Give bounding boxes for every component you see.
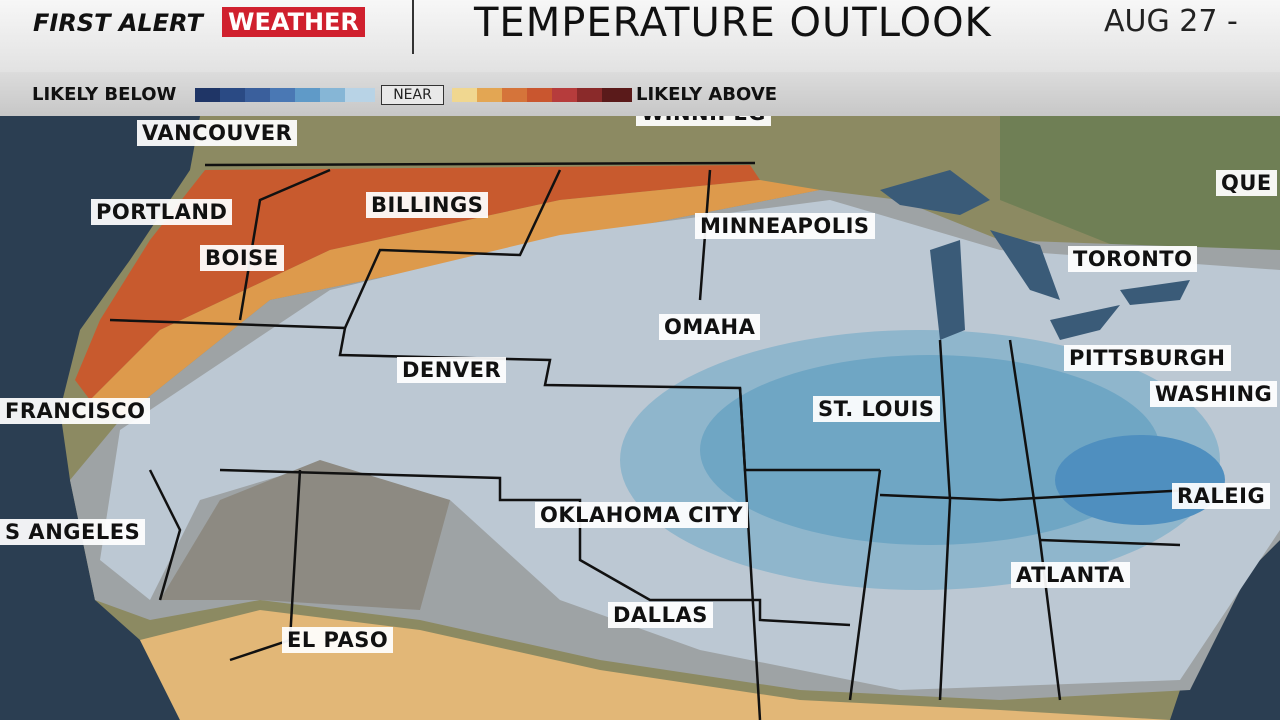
city-label: WASHING [1150, 381, 1278, 407]
swatch [195, 88, 220, 102]
city-label: MINNEAPOLIS [695, 213, 875, 239]
city-label: S ANGELES [0, 519, 146, 545]
date: AUG 27 - [1104, 4, 1238, 39]
city-label: RALEIG [1172, 483, 1271, 509]
band-orange [75, 165, 760, 400]
band-south-tan [140, 610, 1170, 720]
city-label: VANCOUVER [137, 120, 298, 146]
city-label: PORTLAND [91, 199, 233, 225]
swatch [552, 88, 577, 102]
swatch [577, 88, 602, 102]
title: TEMPERATURE OUTLOOK [474, 0, 992, 46]
great-lakes [880, 170, 1190, 340]
city-label: FRANCISCO [0, 398, 151, 424]
borders [109, 161, 1191, 720]
city-label: TORONTO [1068, 246, 1198, 272]
brand: FIRST ALERT [33, 9, 203, 37]
header: FIRST ALERT WEATHER TEMPERATURE OUTLOOK … [0, 0, 1280, 72]
swatch [477, 88, 502, 102]
city-label: DENVER [397, 357, 507, 383]
swatch [295, 88, 320, 102]
legend-near: NEAR [381, 85, 444, 105]
city-label: BOISE [200, 245, 284, 271]
band-sw-gray [160, 460, 450, 610]
swatch [502, 88, 527, 102]
swatch [320, 88, 345, 102]
city-label: EL PASO [282, 627, 394, 653]
city-label: OMAHA [659, 314, 761, 340]
swatch [345, 88, 375, 102]
swatch [245, 88, 270, 102]
brand-badge: WEATHER [222, 7, 365, 37]
legend: LIKELY BELOW NEAR LIKELY ABOVE [0, 72, 1280, 116]
legend-above: LIKELY ABOVE [636, 84, 778, 105]
swatch [452, 88, 477, 102]
band-tan [90, 180, 820, 420]
city-label: ST. LOUIS [813, 396, 940, 422]
city-label: BILLINGS [366, 192, 489, 218]
city-label: DALLAS [608, 602, 713, 628]
city-label: QUE [1216, 170, 1277, 196]
legend-below: LIKELY BELOW [32, 84, 177, 105]
band-darkblue [1055, 435, 1225, 525]
swatch [270, 88, 295, 102]
swatch [602, 88, 632, 102]
swatch [220, 88, 245, 102]
divider [412, 0, 414, 54]
swatch [527, 88, 552, 102]
city-label: ATLANTA [1011, 562, 1130, 588]
city-label: OKLAHOMA CITY [535, 502, 748, 528]
city-label: PITTSBURGH [1064, 345, 1231, 371]
